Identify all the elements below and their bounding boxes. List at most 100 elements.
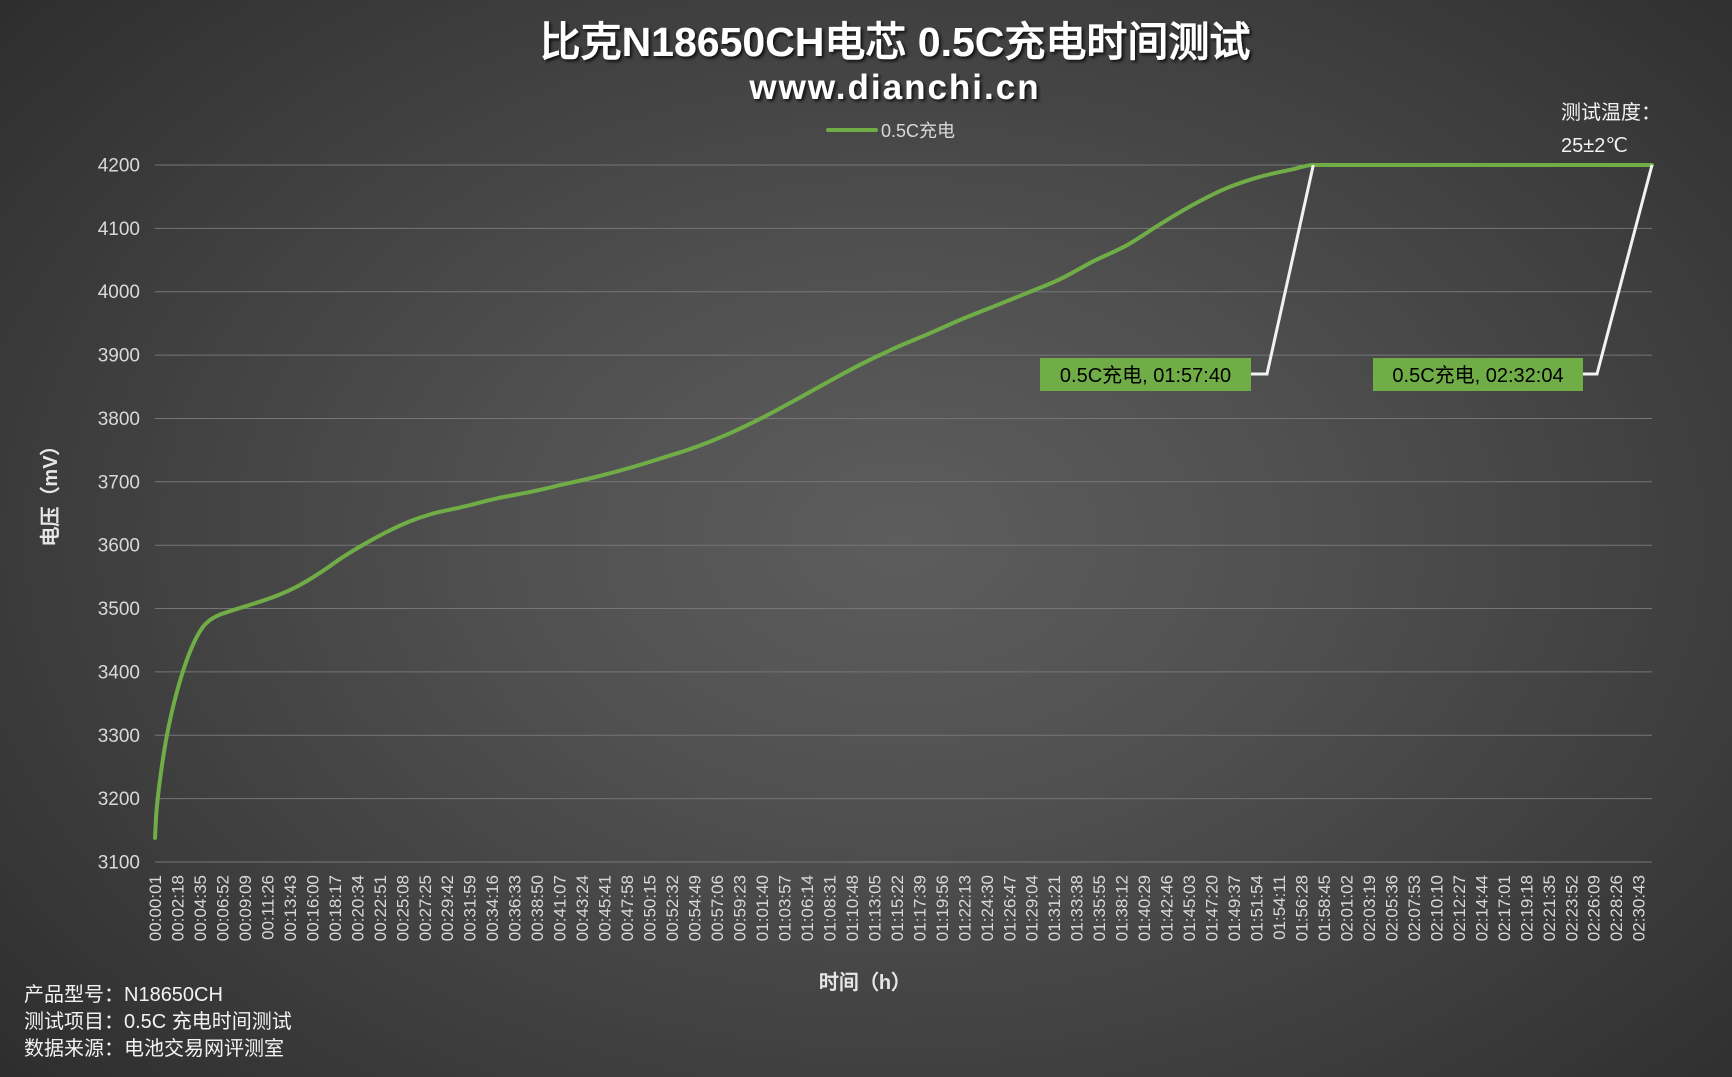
x-tick-label: 01:47:20 <box>1203 875 1222 941</box>
chart-title: 比克N18650CH电芯 0.5C充电时间测试 <box>540 19 1251 65</box>
legend-label: 0.5C充电 <box>881 121 955 141</box>
gridlines <box>155 164 1652 863</box>
data-label-text: 0.5C充电, 01:57:40 <box>1060 364 1231 387</box>
x-tick-label: 01:40:29 <box>1135 875 1154 941</box>
data-label-box <box>1040 358 1251 391</box>
x-tick-label: 00:54:49 <box>686 875 705 941</box>
x-tick-label: 00:36:33 <box>506 875 525 941</box>
y-tick-label: 3500 <box>98 599 140 620</box>
info-data-source: 数据来源：电池交易网评测室 <box>24 1037 284 1060</box>
y-tick-label: 3700 <box>98 472 140 493</box>
data-label-box <box>1373 358 1583 391</box>
x-tick-label: 01:33:38 <box>1068 875 1087 941</box>
y-tick-label: 4000 <box>98 282 140 303</box>
x-tick-label: 00:02:18 <box>169 875 188 941</box>
x-tick-label: 01:08:31 <box>820 875 839 941</box>
product-info: 产品型号：N18650CH 测试项目：0.5C 充电时间测试 数据来源：电池交易… <box>24 983 292 1060</box>
y-tick-label: 3300 <box>98 726 140 747</box>
x-tick-label: 00:04:35 <box>191 875 210 941</box>
x-tick-label: 00:13:43 <box>281 875 300 941</box>
temperature-note: 测试温度： 25±2℃ <box>1561 101 1661 157</box>
x-tick-label: 01:01:40 <box>753 875 772 941</box>
data-labels: 0.5C充电, 01:57:40 0.5C充电, 02:32:04 <box>1040 164 1654 391</box>
x-tick-label: 00:57:06 <box>708 875 727 941</box>
x-tick-label: 02:17:01 <box>1495 875 1514 941</box>
x-tick-label: 02:28:26 <box>1607 875 1626 941</box>
x-tick-label: 02:14:44 <box>1472 875 1491 941</box>
y-tick-label: 3400 <box>98 662 140 683</box>
legend: 0.5C充电 <box>826 121 955 141</box>
info-model: 产品型号：N18650CH <box>24 983 223 1006</box>
x-tick-label: 00:31:59 <box>461 875 480 941</box>
x-tick-label: 01:03:57 <box>776 875 795 941</box>
x-axis-title: 时间（h） <box>819 971 911 994</box>
x-tick-label: 01:24:30 <box>978 875 997 941</box>
x-tick-label: 00:34:16 <box>483 875 502 941</box>
x-tick-label: 00:18:17 <box>326 875 345 941</box>
x-tick-label: 01:13:05 <box>865 875 884 941</box>
x-tick-label: 00:47:58 <box>618 875 637 941</box>
y-axis-ticks: 3100 3200 3300 3400 3500 3600 3700 3800 3900 4000… <box>98 156 140 874</box>
x-tick-label: 01:51:54 <box>1248 875 1267 941</box>
x-tick-label: 00:41:07 <box>551 875 570 941</box>
x-tick-label: 00:25:08 <box>393 875 412 941</box>
x-tick-label: 02:07:53 <box>1405 875 1424 941</box>
x-tick-label: 00:20:34 <box>348 875 367 941</box>
x-tick-label: 02:12:27 <box>1450 875 1469 941</box>
x-tick-label: 02:05:36 <box>1382 875 1401 941</box>
x-tick-label: 02:26:09 <box>1585 875 1604 941</box>
x-axis-ticks: 00:00:01 00:02:18 00:04:35 00:06:52 00:09:09… <box>146 875 1649 941</box>
x-tick-label: 00:43:24 <box>573 875 592 941</box>
x-tick-label: 01:06:14 <box>798 875 817 941</box>
x-tick-label: 01:35:55 <box>1090 875 1109 941</box>
y-tick-label: 3800 <box>98 409 140 430</box>
x-tick-label: 02:23:52 <box>1562 875 1581 941</box>
x-tick-label: 00:22:51 <box>371 875 390 941</box>
x-tick-label: 01:31:21 <box>1045 875 1064 941</box>
chart-subtitle: www.dianchi.cn <box>748 68 1040 107</box>
x-tick-label: 01:56:28 <box>1293 875 1312 941</box>
x-tick-label: 00:59:23 <box>731 875 750 941</box>
x-tick-label: 01:45:03 <box>1180 875 1199 941</box>
x-tick-label: 00:29:42 <box>438 875 457 941</box>
x-tick-label: 01:38:12 <box>1113 875 1132 941</box>
y-axis-title: 电压（mV） <box>39 435 62 546</box>
x-tick-label: 01:42:46 <box>1158 875 1177 941</box>
temperature-label: 测试温度： <box>1561 101 1661 124</box>
x-tick-label: 01:26:47 <box>1000 875 1019 941</box>
x-tick-label: 00:00:01 <box>146 875 165 941</box>
x-tick-label: 02:30:43 <box>1630 875 1649 941</box>
x-tick-label: 01:58:45 <box>1315 875 1334 941</box>
x-tick-label: 00:38:50 <box>528 875 547 941</box>
y-tick-label: 3900 <box>98 346 140 367</box>
x-tick-label: 00:45:41 <box>596 875 615 941</box>
x-tick-label: 02:03:19 <box>1360 875 1379 941</box>
x-tick-label: 00:16:00 <box>303 875 322 941</box>
data-label-text: 0.5C充电, 02:32:04 <box>1392 364 1563 387</box>
y-tick-label: 3200 <box>98 789 140 810</box>
x-tick-label: 00:11:26 <box>258 875 277 940</box>
x-tick-label: 01:49:37 <box>1225 875 1244 941</box>
x-tick-label: 00:06:52 <box>213 875 232 941</box>
x-tick-label: 00:52:32 <box>663 875 682 941</box>
data-label-leader <box>1251 164 1315 376</box>
x-tick-label: 02:19:18 <box>1517 875 1536 941</box>
x-tick-label: 00:50:15 <box>641 875 660 941</box>
x-tick-label: 01:54:11 <box>1270 875 1289 940</box>
x-tick-label: 01:29:04 <box>1023 875 1042 941</box>
x-tick-label: 02:10:10 <box>1427 875 1446 941</box>
x-tick-label: 01:10:48 <box>843 875 862 941</box>
y-tick-label: 4200 <box>98 156 140 177</box>
x-tick-label: 01:22:13 <box>955 875 974 941</box>
y-tick-label: 3100 <box>98 853 140 874</box>
x-tick-label: 00:09:09 <box>236 875 255 941</box>
x-tick-label: 01:19:56 <box>933 875 952 941</box>
series <box>153 162 1654 840</box>
series-line-0 <box>153 162 1654 840</box>
x-tick-label: 01:15:22 <box>888 875 907 941</box>
temperature-value: 25±2℃ <box>1561 135 1628 157</box>
y-tick-label: 3600 <box>98 536 140 557</box>
x-tick-label: 02:21:35 <box>1540 875 1559 941</box>
info-test-item: 测试项目：0.5C 充电时间测试 <box>24 1010 292 1033</box>
